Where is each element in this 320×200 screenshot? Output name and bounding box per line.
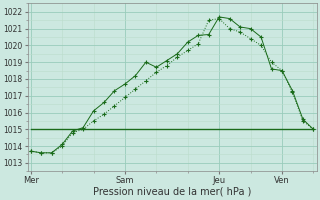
X-axis label: Pression niveau de la mer( hPa ): Pression niveau de la mer( hPa ) bbox=[93, 187, 251, 197]
